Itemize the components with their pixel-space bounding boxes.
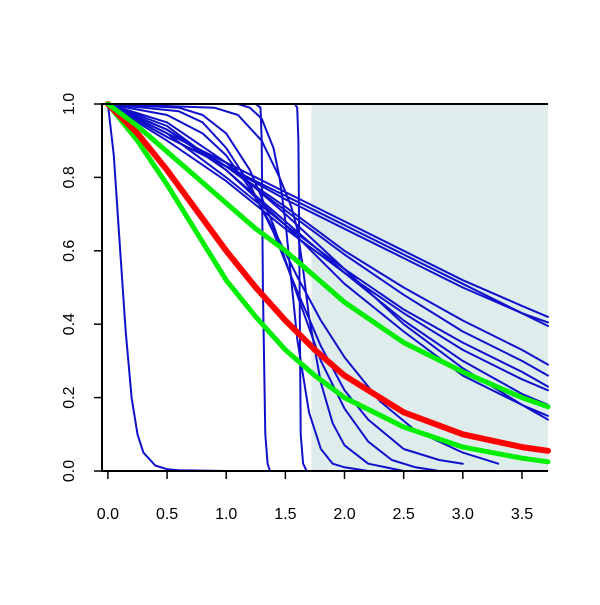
shade-layer [311,104,548,471]
x-tick-label-2: 1.0 [215,506,237,523]
x-tick-label-7: 3.5 [511,506,533,523]
x-tick-label-4: 2.0 [333,506,355,523]
series-line-20 [104,101,551,454]
series-line-16 [106,103,549,324]
x-tick-label-0: 0.0 [97,506,119,523]
y-tick-label-0: 0.0 [61,460,78,482]
y-tick-label-3: 0.6 [61,240,78,262]
series-line-10 [106,103,549,421]
series-line-5 [106,103,405,472]
y-tick-label-2: 0.4 [61,313,78,335]
x-tick-label-1: 0.5 [156,506,178,523]
shaded-region [311,104,548,471]
series-line-18 [106,103,549,392]
series-line-2 [106,103,275,472]
x-tick-label-5: 2.5 [393,506,415,523]
series-line-19 [105,101,551,465]
y-tick-label-5: 1.0 [61,93,78,115]
x-tick-label-3: 1.5 [274,506,296,523]
y-tick-label-4: 0.8 [61,166,78,188]
y-tick-label-1: 0.2 [61,386,78,408]
series-line-6 [106,103,441,472]
x-tick-label-6: 3.0 [452,506,474,523]
series-line-17 [106,103,549,318]
series-line-7 [106,103,464,465]
series-line-12 [106,103,549,388]
series-line-14 [106,103,549,366]
axis-layer: 0.0 0.5 1.0 1.5 2.0 2.5 3.0 3.5 0.0 0.2 0.4 0.6 0.8 1… [61,93,548,523]
series-line-21 [105,101,551,410]
